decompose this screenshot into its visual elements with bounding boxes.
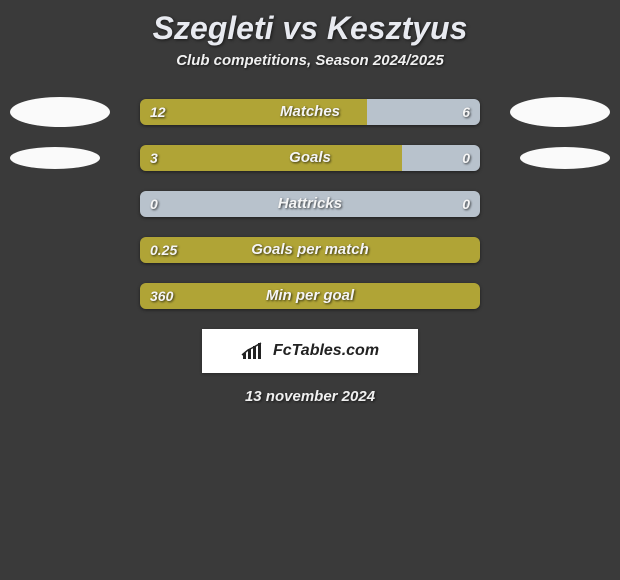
- player-left-ellipse: [10, 147, 100, 169]
- player-left-ellipse: [10, 97, 110, 127]
- stat-bar-left: [140, 191, 480, 217]
- stat-row: 126Matches: [0, 99, 620, 125]
- page-subtitle: Club competitions, Season 2024/2025: [0, 52, 620, 99]
- stat-row: 0.25Goals per match: [0, 237, 620, 263]
- player-right-ellipse: [520, 147, 610, 169]
- main-container: Szegleti vs Kesztyus Club competitions, …: [0, 0, 620, 405]
- brand-chart-icon: [241, 341, 269, 361]
- stat-row: 360Min per goal: [0, 283, 620, 309]
- player-right-ellipse: [510, 97, 610, 127]
- stat-bar-track: [140, 191, 480, 217]
- page-title: Szegleti vs Kesztyus: [0, 0, 620, 52]
- brand-box[interactable]: FcTables.com: [202, 329, 418, 373]
- stat-bar-track: [140, 283, 480, 309]
- stat-bar-right: [367, 99, 480, 125]
- stat-bar-left: [140, 283, 480, 309]
- stat-bar-track: [140, 237, 480, 263]
- stat-bar-left: [140, 99, 367, 125]
- stat-bar-right: [402, 145, 480, 171]
- stat-bar-track: [140, 99, 480, 125]
- brand-label: FcTables.com: [273, 342, 379, 360]
- stat-bar-track: [140, 145, 480, 171]
- stat-row: 00Hattricks: [0, 191, 620, 217]
- date-text: 13 november 2024: [0, 388, 620, 405]
- stat-row: 30Goals: [0, 145, 620, 171]
- stat-bar-left: [140, 237, 480, 263]
- stat-bar-left: [140, 145, 402, 171]
- stats-area: 126Matches 30Goals 00Hattricks 0.25Goals pe…: [0, 99, 620, 309]
